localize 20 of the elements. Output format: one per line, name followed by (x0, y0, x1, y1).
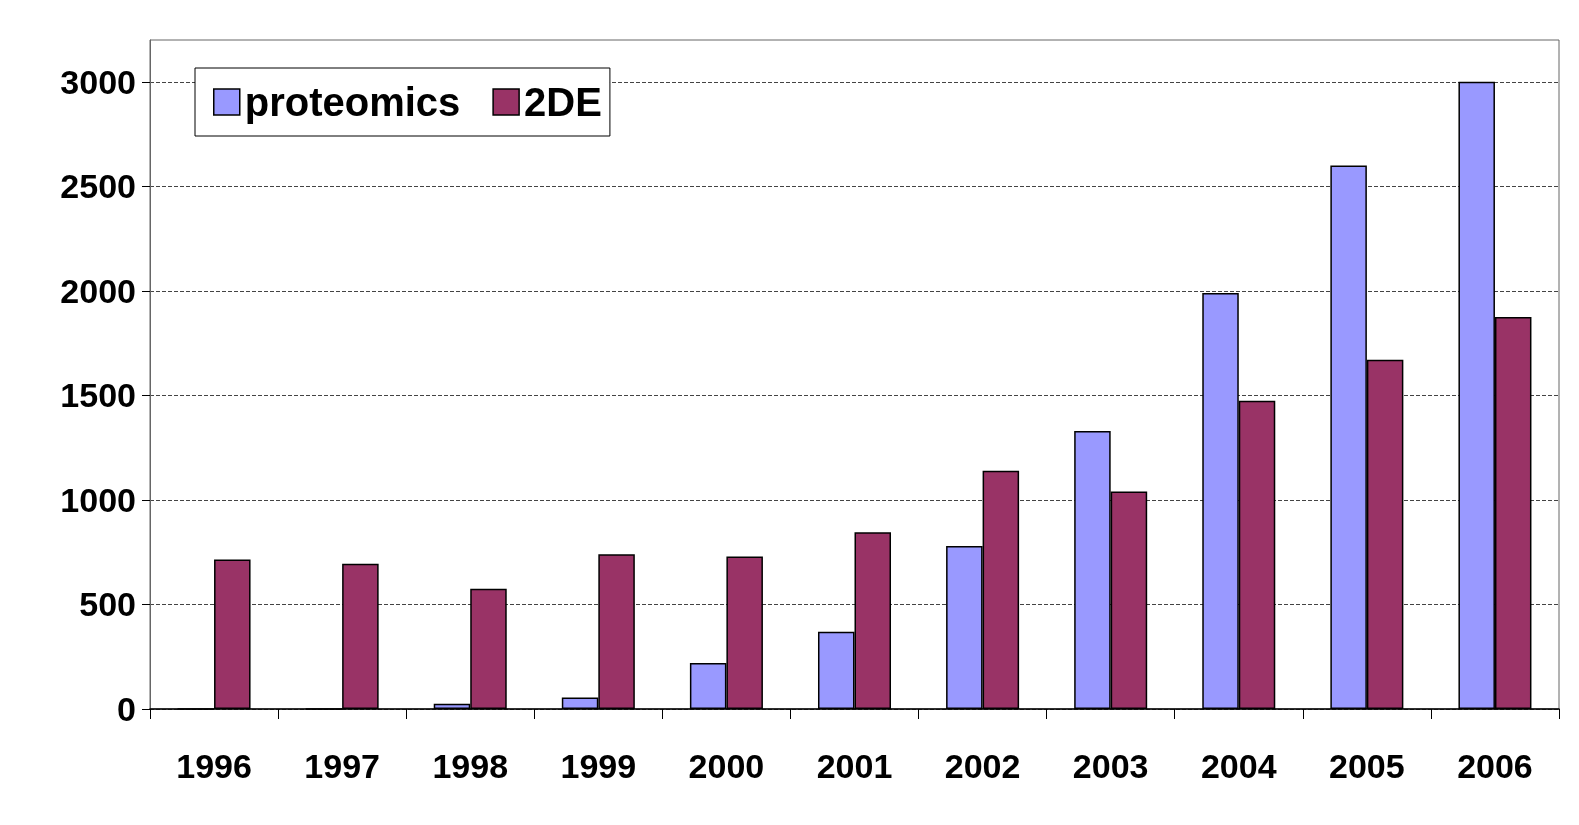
x-tick-label: 2000 (688, 747, 765, 785)
y-tick-label: 2500 (60, 167, 136, 206)
x-tick-label: 2006 (1457, 747, 1533, 785)
y-tick-label: 500 (79, 585, 136, 624)
x-tick-label: 1997 (304, 747, 380, 785)
x-tick-label: 1998 (432, 747, 509, 785)
legend-label: 2DE (524, 80, 602, 124)
y-tick-label: 1000 (60, 480, 136, 519)
y-tick-label: 0 (117, 690, 136, 728)
y-tick-label: 2000 (60, 271, 136, 310)
y-tick-label: 3000 (60, 62, 136, 101)
x-tick-label: 2002 (944, 747, 1021, 785)
x-tick-label: 1999 (560, 747, 637, 785)
x-tick-label: 2004 (1200, 747, 1277, 785)
x-tick-label: 2005 (1329, 747, 1405, 785)
legend-label: proteomics (244, 80, 461, 124)
y-tick-label: 1500 (60, 376, 136, 415)
x-tick-label: 2003 (1072, 747, 1149, 785)
x-tick-label: 1996 (176, 747, 252, 785)
x-tick-label: 2001 (816, 747, 893, 785)
